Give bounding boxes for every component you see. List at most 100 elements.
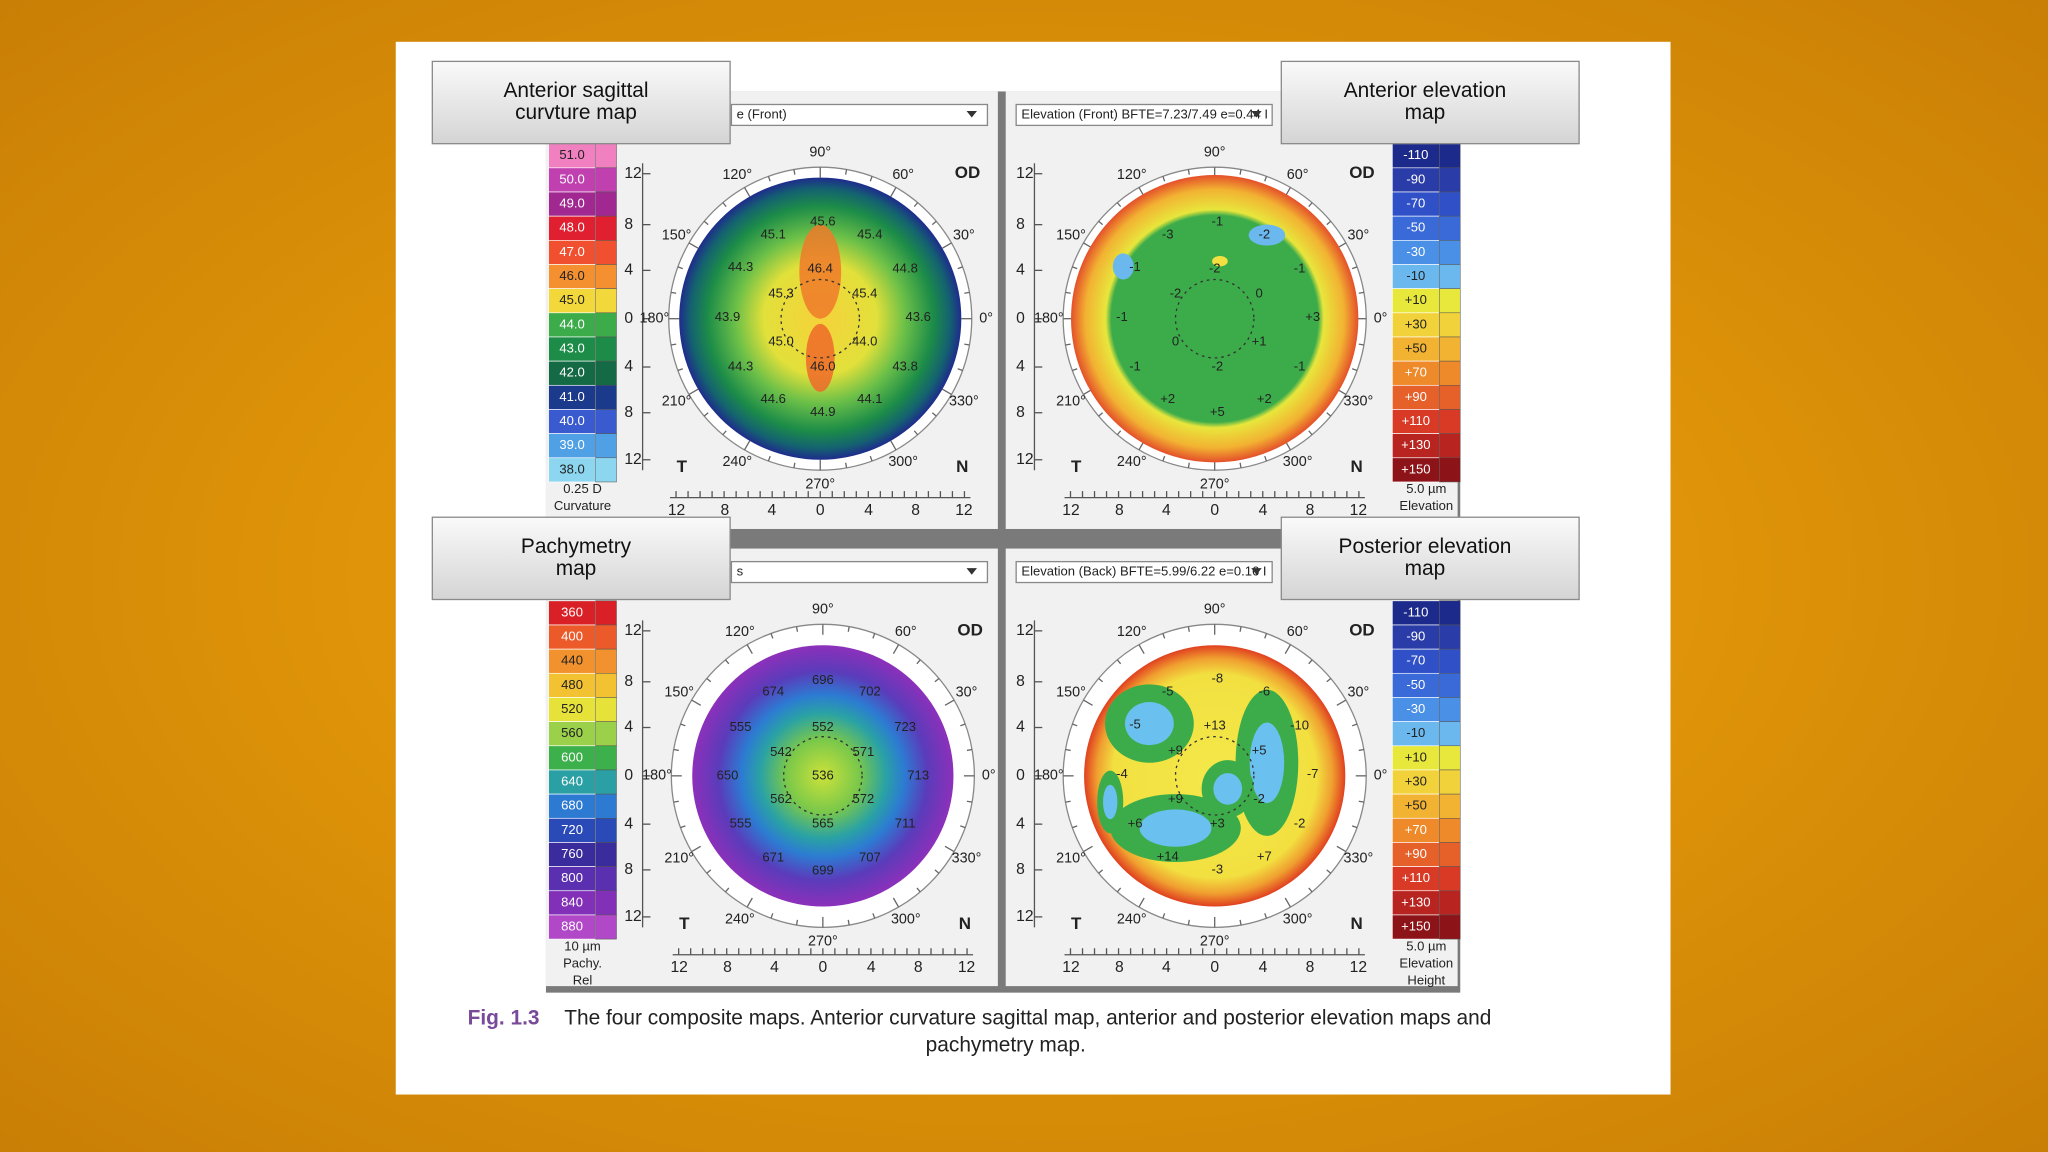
- map-value: -6: [1259, 684, 1271, 699]
- degree-label: 270°: [1200, 476, 1230, 492]
- map-value: +2: [1160, 391, 1175, 406]
- scale-cell: [548, 264, 596, 289]
- eye-label: OD: [1349, 163, 1374, 182]
- scale-strip: [595, 721, 617, 747]
- ring-tick: [966, 748, 973, 752]
- ruler-label: 4: [1016, 262, 1025, 279]
- ring-tick: [964, 291, 970, 294]
- map-panel: s360400440480520560600640680720760800840…: [545, 548, 998, 987]
- scale-strip: [1439, 673, 1461, 698]
- scale-strip: [595, 673, 617, 698]
- nasal-label: N: [1351, 914, 1363, 933]
- ruler-label: 0: [818, 959, 827, 976]
- scale-label: 44.0: [559, 316, 584, 331]
- scale-cell: [548, 672, 596, 698]
- scale-label: 40.0: [559, 413, 584, 428]
- ring-tick: [1187, 919, 1190, 926]
- scale-strip: [1439, 143, 1461, 169]
- degree-label: 120°: [725, 624, 755, 640]
- ring-tick: [691, 845, 702, 853]
- ruler-label: 12: [624, 165, 641, 182]
- ring-tick: [1358, 291, 1365, 294]
- ring-tick: [691, 699, 702, 706]
- scale-footer: 5.0 µm: [1406, 938, 1446, 953]
- dropdown-arrow: [1251, 111, 1262, 118]
- ring-tick: [1326, 412, 1332, 417]
- ring-tick: [793, 169, 796, 175]
- scale-label: 600: [561, 749, 583, 764]
- callout-text: Anterior sagittal: [503, 79, 648, 102]
- scale-label: 50.0: [559, 171, 584, 186]
- degree-label: 180°: [642, 768, 672, 784]
- degree-label: 120°: [1117, 167, 1147, 183]
- ruler-label: 8: [914, 959, 923, 976]
- ruler-label: 4: [1259, 502, 1268, 519]
- map-value: +6: [1128, 816, 1143, 831]
- dropdown-arrow: [966, 568, 977, 575]
- ring-tick: [722, 430, 727, 436]
- scale-label: 43.0: [559, 341, 584, 356]
- ring-tick: [1187, 169, 1190, 175]
- ruler-label: 4: [624, 815, 633, 832]
- scale-label: 800: [561, 870, 583, 885]
- ring-tick: [957, 266, 963, 270]
- scale-label: +10: [1405, 749, 1427, 764]
- map-value: 43.9: [715, 309, 740, 324]
- scale-label: +130: [1401, 894, 1430, 909]
- degree-label: 120°: [1117, 624, 1147, 640]
- scale-label: +150: [1401, 461, 1430, 476]
- scale-strip: [1439, 793, 1461, 819]
- ring-tick: [1336, 699, 1347, 706]
- scale-label: +110: [1402, 413, 1430, 428]
- pupil-circle: [783, 735, 863, 816]
- ring-tick: [847, 626, 850, 632]
- scale-footer: Height: [1407, 972, 1445, 987]
- ring-tick: [1264, 633, 1268, 639]
- degree-label: 240°: [1117, 454, 1147, 470]
- degree-label: 330°: [1343, 393, 1373, 409]
- scale-strip: [1439, 697, 1461, 722]
- ring-tick: [1138, 644, 1145, 655]
- ring-tick: [703, 412, 709, 417]
- ruler-label: 4: [1016, 719, 1025, 736]
- degree-label: 30°: [1347, 685, 1369, 701]
- scale-label: -30: [1406, 244, 1425, 259]
- ring-tick: [931, 220, 937, 226]
- degree-label: 90°: [809, 145, 831, 161]
- map-disc: [1071, 175, 1359, 463]
- ring-tick: [942, 242, 952, 249]
- map-value: +2: [1257, 391, 1272, 406]
- scale-strip: [1439, 336, 1461, 362]
- map-region: [1103, 784, 1118, 820]
- ruler-label: 12: [1016, 165, 1033, 182]
- map-value: -1: [1116, 309, 1128, 324]
- ruler-label: 8: [721, 502, 730, 519]
- scale-footer: 0.25 D: [563, 481, 601, 496]
- ring-tick: [743, 440, 751, 451]
- ring-tick: [1065, 800, 1071, 803]
- map-value: -2: [1294, 816, 1306, 831]
- map-region: [1249, 722, 1285, 804]
- scale-strip: [595, 648, 617, 674]
- ring-tick: [1264, 455, 1268, 462]
- map-region: [799, 224, 842, 319]
- scale-strip: [1439, 457, 1461, 483]
- ring-tick: [680, 723, 686, 727]
- map-value: +5: [1252, 742, 1267, 757]
- scale-strip: [1439, 288, 1461, 314]
- ring-tick: [670, 291, 677, 294]
- degree-label: 180°: [1034, 310, 1064, 326]
- ruler-label: 12: [624, 451, 641, 468]
- scale-label: 47.0: [559, 244, 584, 259]
- ruler-label: 4: [1162, 959, 1171, 976]
- map-region: [805, 323, 835, 392]
- degree-label: 300°: [888, 454, 918, 470]
- map-value: 44.3: [728, 358, 753, 373]
- ring-tick: [916, 887, 921, 893]
- scale-strip: [595, 914, 617, 940]
- map-panel: e (Front) 51.0 50.0 49.0 48.0 47.0 46.0 45.0 44.…: [545, 91, 998, 529]
- ring-tick: [1162, 913, 1166, 919]
- dropdown: [730, 560, 989, 584]
- ring-tick: [770, 633, 774, 639]
- degree-label: 240°: [725, 911, 755, 927]
